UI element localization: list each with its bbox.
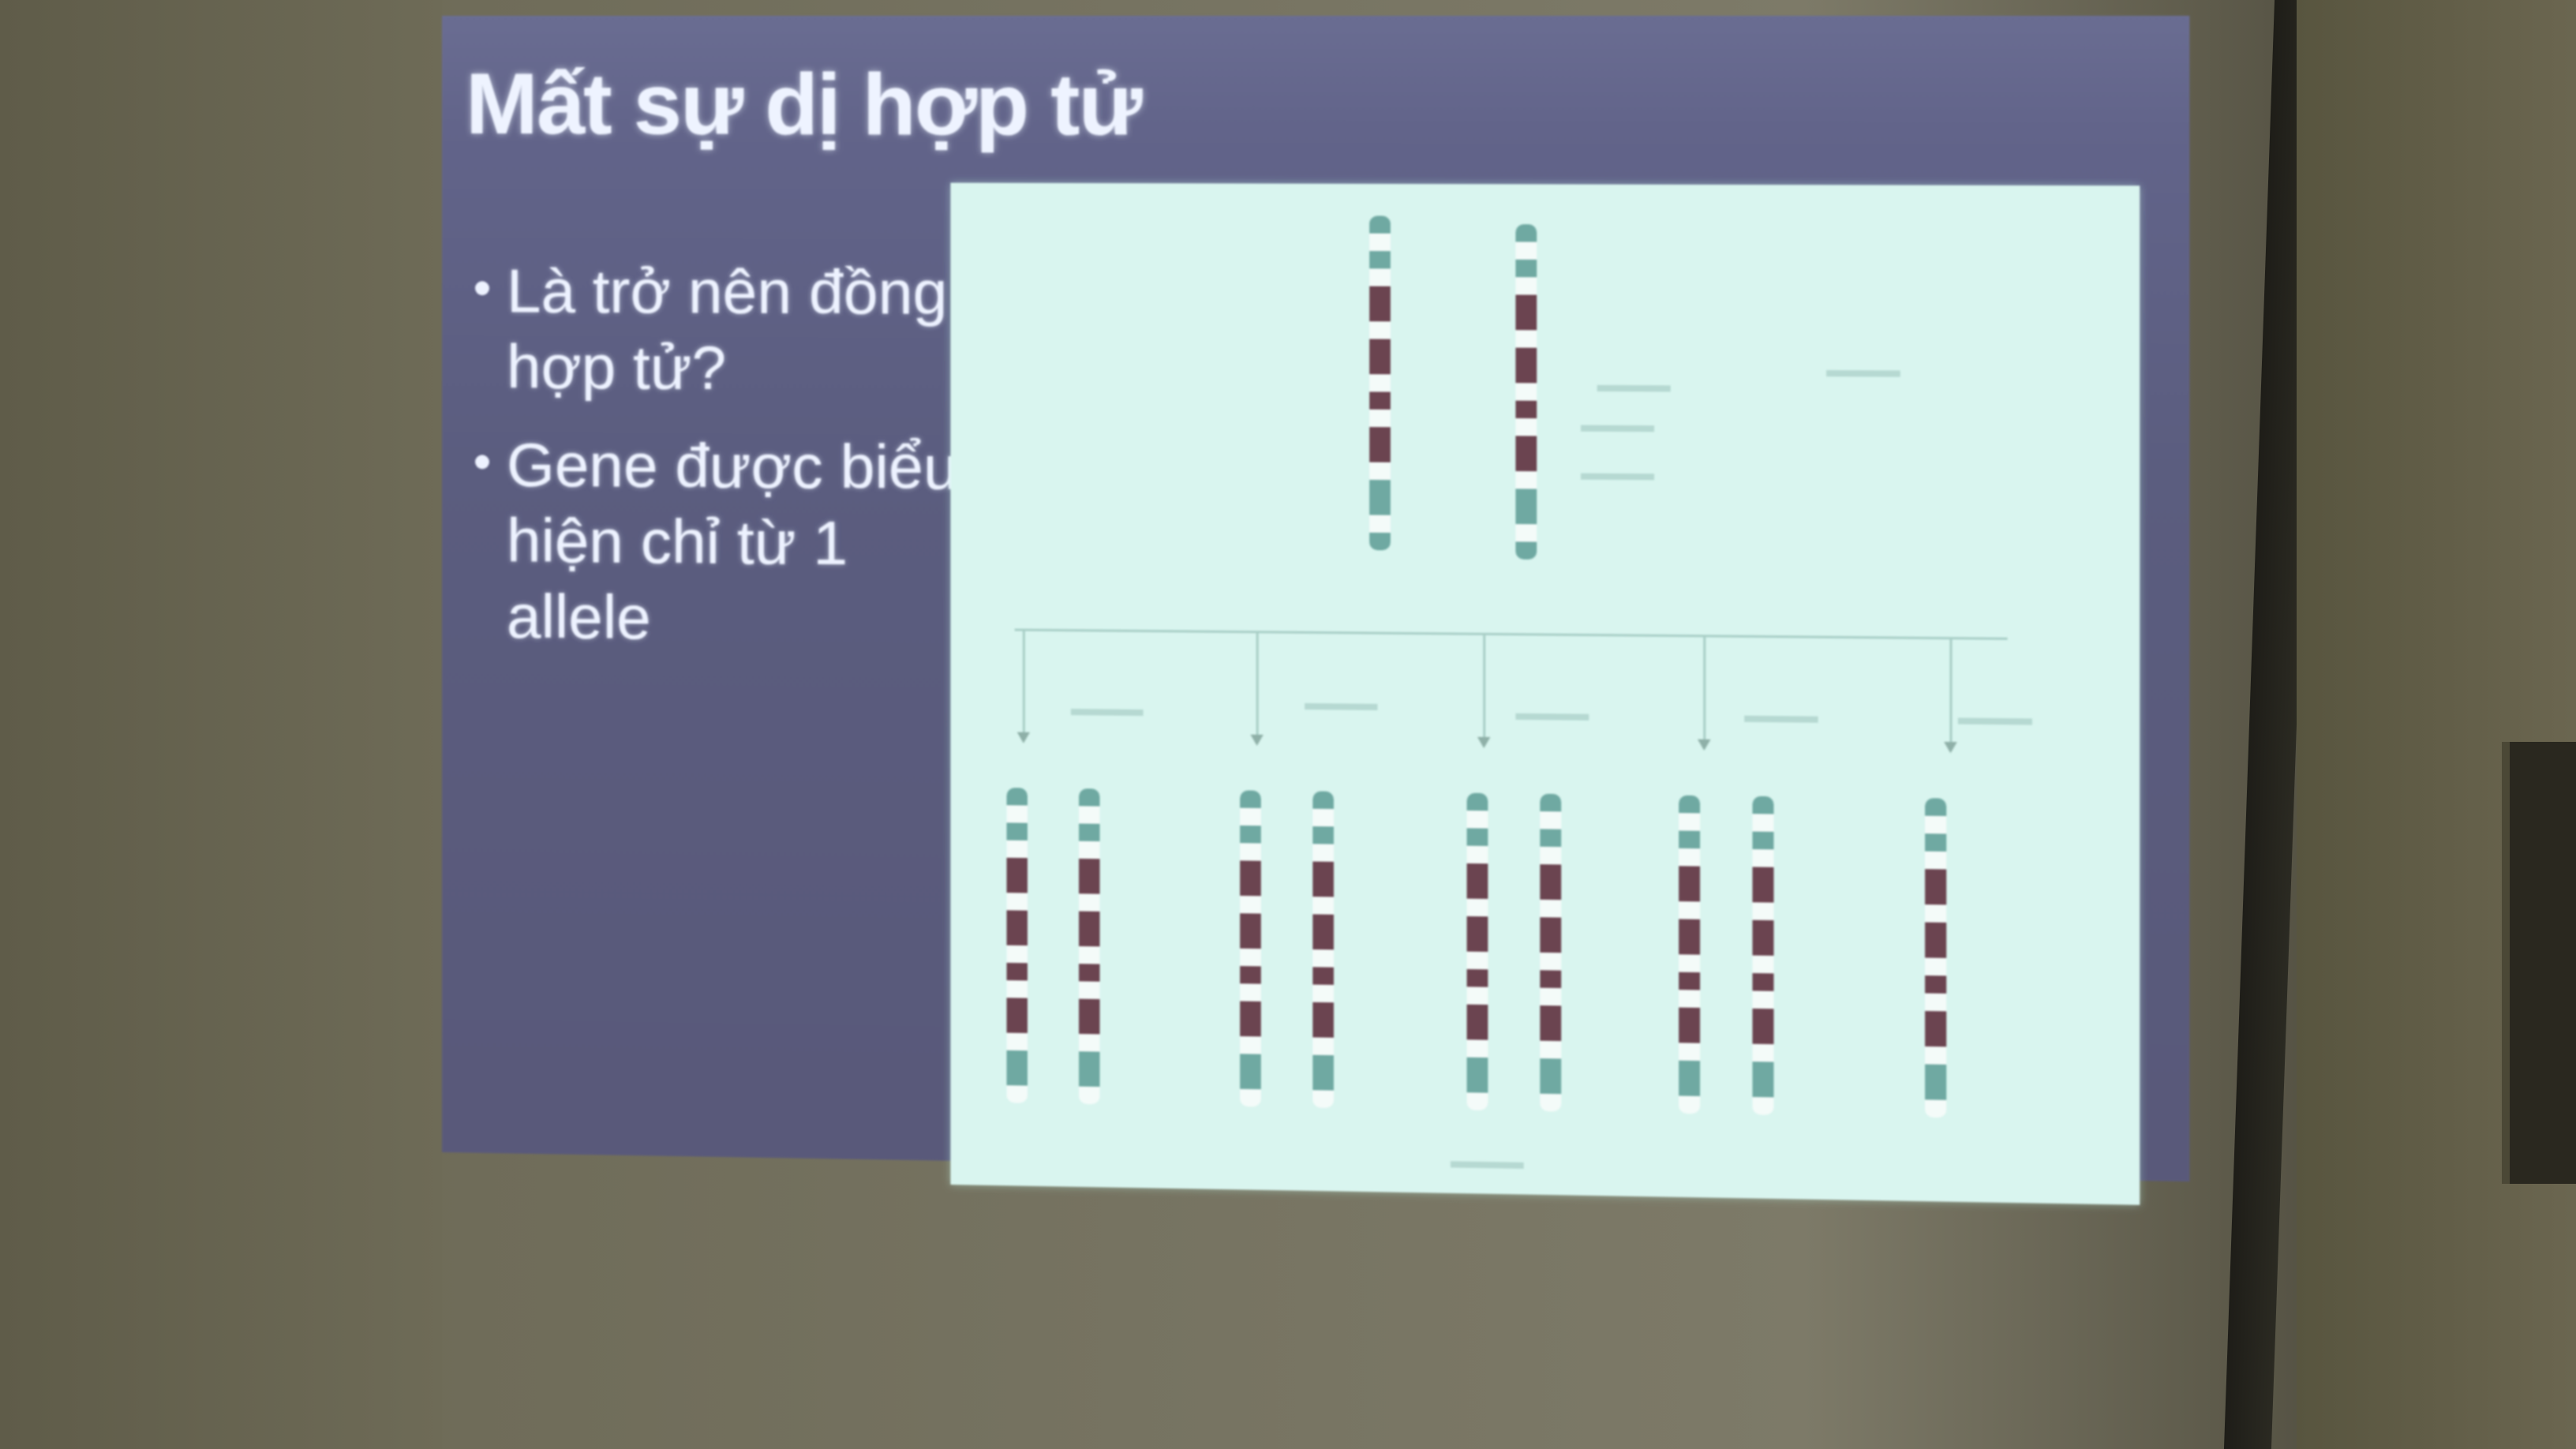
arrow-down-icon [1697, 739, 1711, 751]
figure-label-blur [1070, 709, 1144, 717]
bullet-text-line: Là trở nên đồng [507, 256, 948, 328]
arrow-down-icon [1017, 732, 1030, 743]
chromosome-top-left [1369, 215, 1391, 551]
bullet-text-line: Gene được biểu [507, 429, 958, 503]
slide-title: Mất sự dị hợp tử [465, 55, 1141, 154]
figure-label-blur [1305, 702, 1378, 710]
chromosome-figure [950, 182, 2140, 1205]
figure-label-blur [1957, 717, 2032, 725]
connector-line [1256, 631, 1259, 735]
room-wall-right [2297, 0, 2576, 1449]
figure-label-blur [1580, 473, 1655, 481]
chromosome-bottom [1240, 790, 1261, 1107]
figure-label-blur [1580, 425, 1655, 432]
arrow-down-icon [1944, 741, 1957, 754]
bullet-text-line: hợp tử? [507, 331, 727, 403]
projected-slide: Mất sự dị hợp tử Là trở nên đồng hợp tử?… [442, 16, 2190, 1205]
connector-line [1014, 628, 2008, 640]
connector-line [1703, 635, 1706, 739]
connector-line [1949, 637, 1953, 743]
bullet-dot-icon [474, 281, 490, 296]
room-wall-left [0, 0, 442, 1449]
bullet-item: Là trở nên đồng hợp tử? [474, 253, 984, 407]
chromosome-top-right [1515, 224, 1537, 560]
chromosome-bottom [1006, 788, 1028, 1103]
chromosome-bottom [1679, 795, 1701, 1114]
connector-line [1022, 628, 1025, 732]
figure-label-blur [1450, 1161, 1524, 1169]
chromosome-bottom [1079, 788, 1100, 1105]
figure-label-blur [1744, 715, 1818, 723]
connector-line [1483, 632, 1486, 737]
chromosome-bottom [1925, 798, 1947, 1118]
figure-label-blur [1597, 384, 1671, 392]
figure-label-blur [1515, 713, 1589, 721]
arrow-down-icon [1477, 736, 1491, 749]
arrow-down-icon [1250, 734, 1264, 747]
chromosome-bottom [1752, 796, 1774, 1115]
chromosome-bottom [1540, 793, 1562, 1112]
wall-frame [2502, 742, 2576, 1184]
bullet-item: Gene được biểu hiện chỉ từ 1 allele [474, 426, 984, 658]
bullet-dot-icon [474, 455, 490, 470]
chromosome-bottom [1312, 791, 1334, 1108]
chromosome-bottom [1466, 792, 1488, 1111]
figure-label-blur [1826, 369, 1900, 377]
bullet-text-line: hiện chỉ từ 1 allele [507, 505, 848, 653]
